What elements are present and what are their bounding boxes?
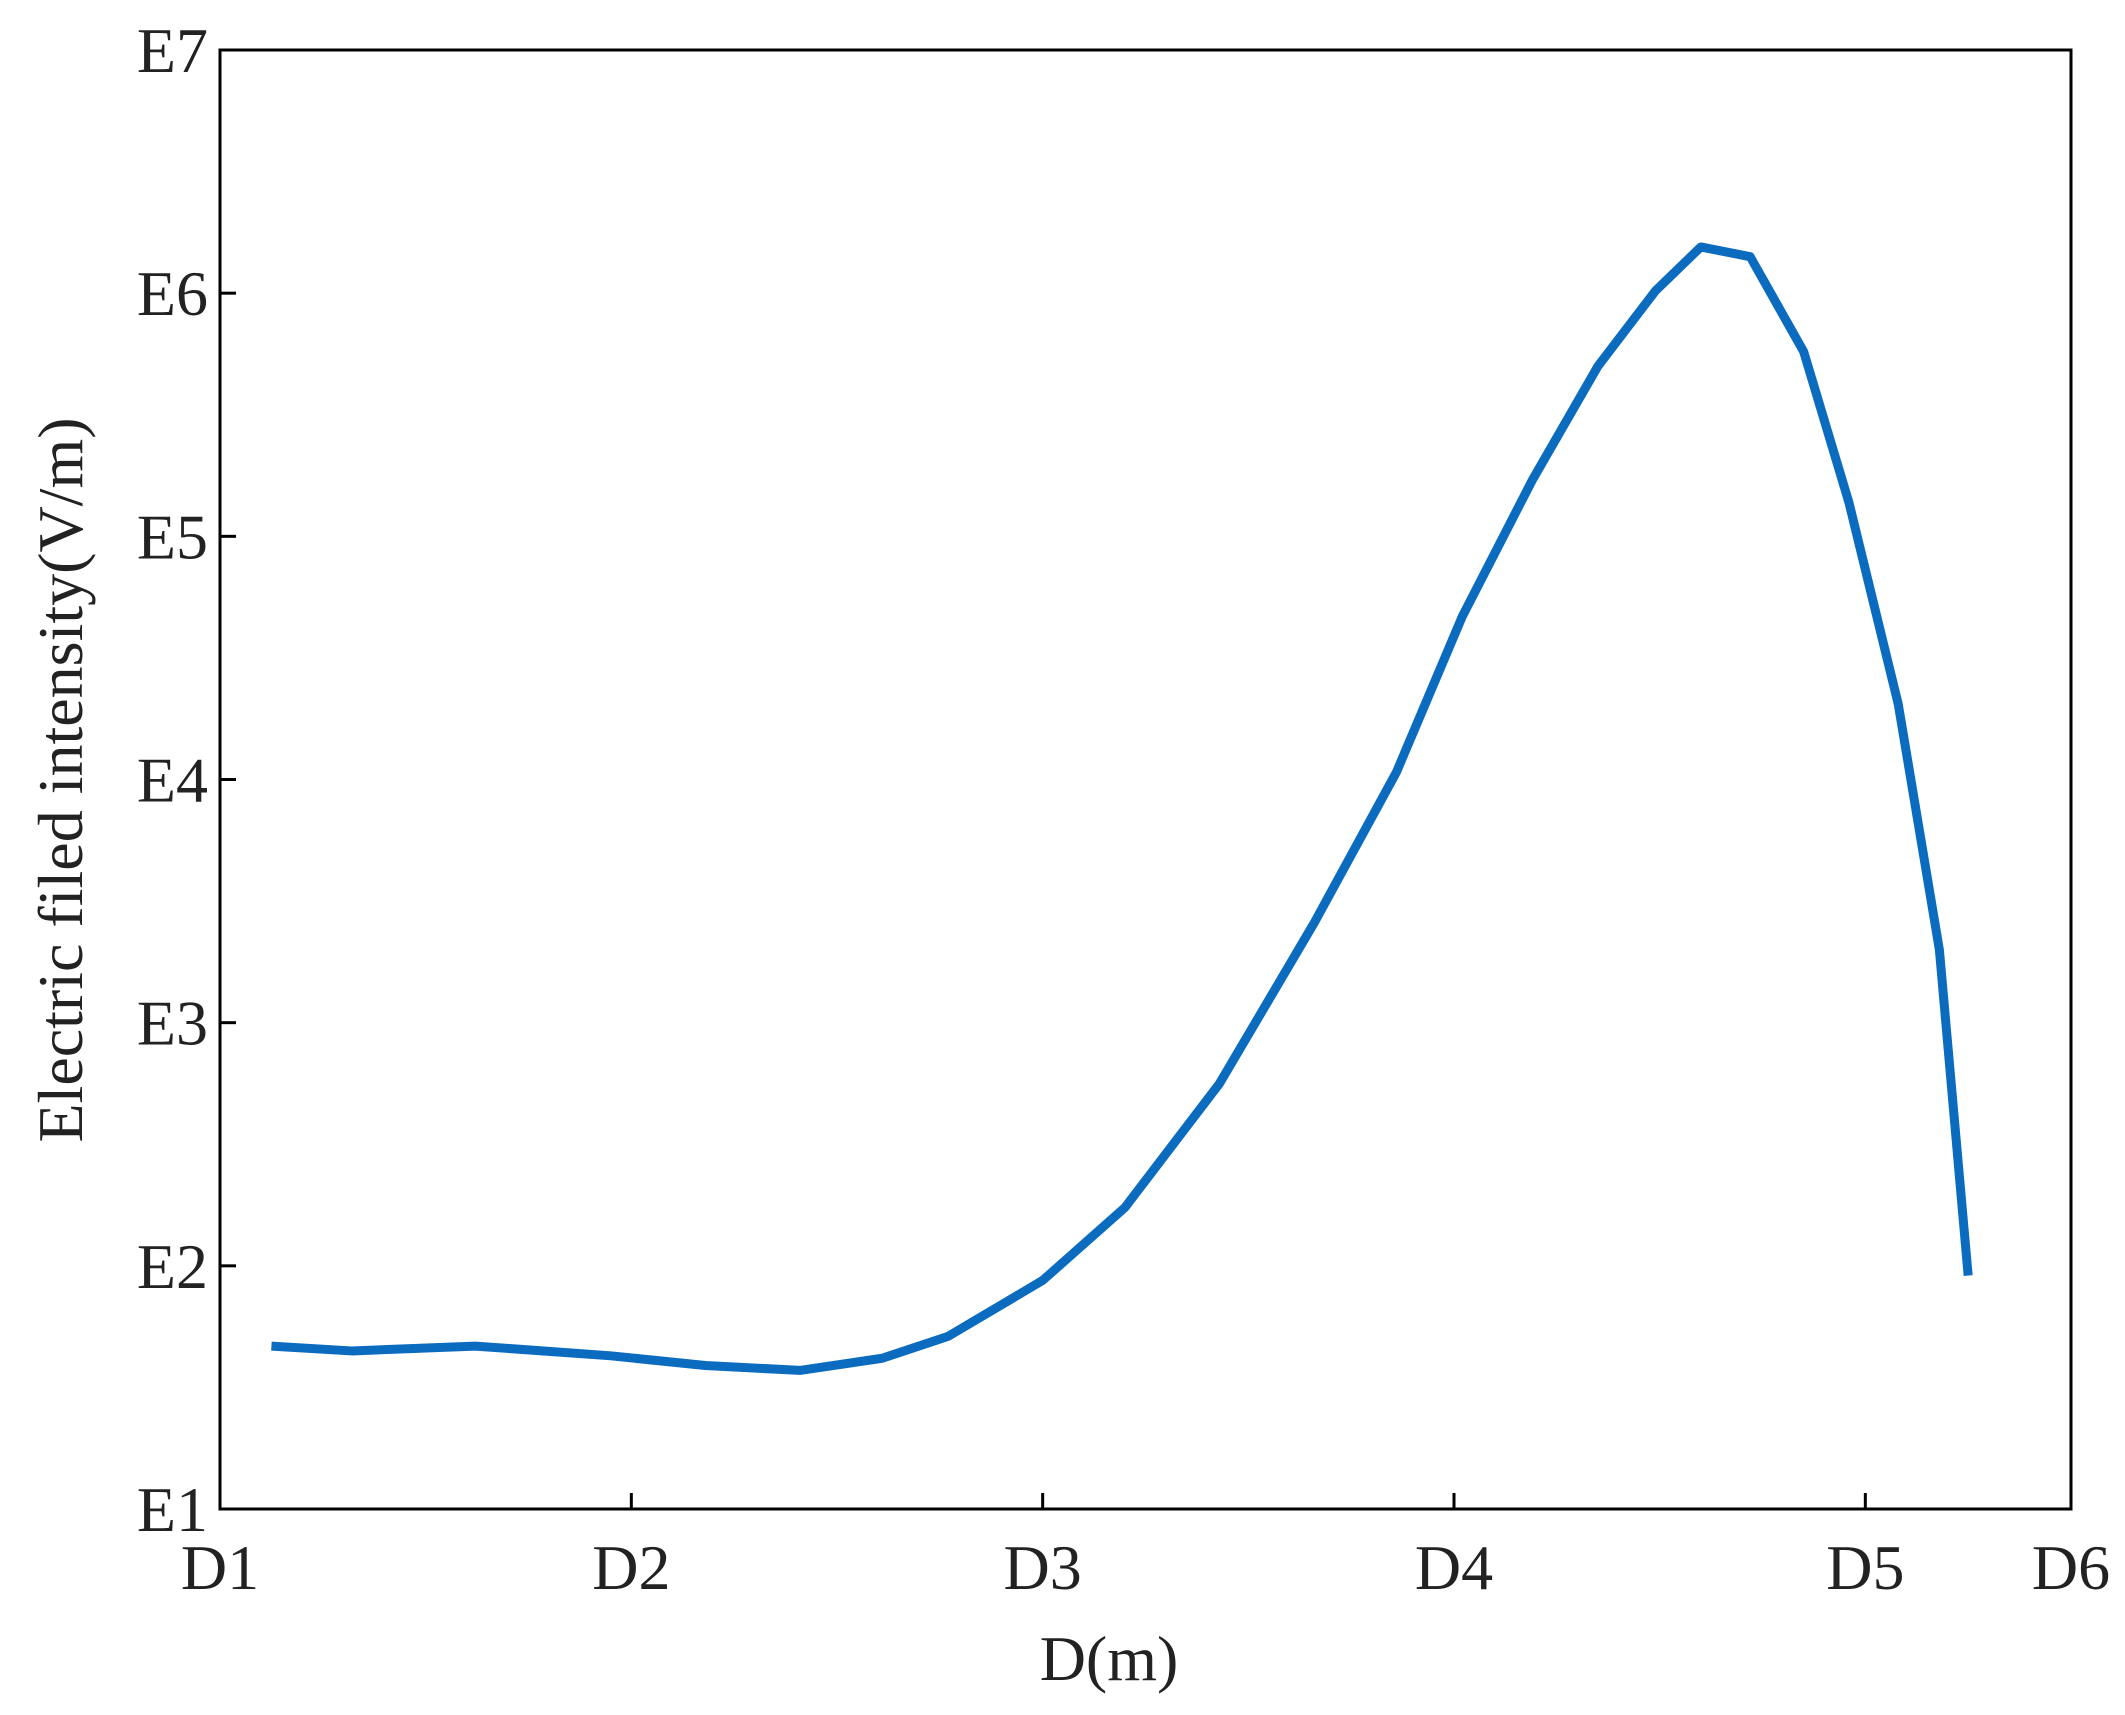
y-tick-label: E6 [137, 258, 208, 329]
x-tick-label: D3 [1004, 1532, 1082, 1603]
y-tick-label: E1 [137, 1474, 208, 1545]
x-axis-title: D(m) [1040, 1623, 1179, 1694]
x-tick-label: D6 [2032, 1532, 2110, 1603]
x-tick-label: D4 [1415, 1532, 1493, 1603]
y-tick-label: E7 [137, 15, 208, 86]
x-tick-label: D2 [592, 1532, 670, 1603]
x-tick-label: D5 [1826, 1532, 1904, 1603]
x-tick-label: D1 [181, 1532, 259, 1603]
y-tick-label: E5 [137, 501, 208, 572]
plot-frame [218, 48, 2073, 1511]
data-line [271, 242, 1973, 1375]
y-tick-label: E2 [137, 1231, 208, 1302]
y-tick-label: E4 [137, 745, 208, 816]
y-axis-title: Electric filed intensity(V/m) [25, 417, 96, 1142]
y-tick-label: E3 [137, 988, 208, 1059]
